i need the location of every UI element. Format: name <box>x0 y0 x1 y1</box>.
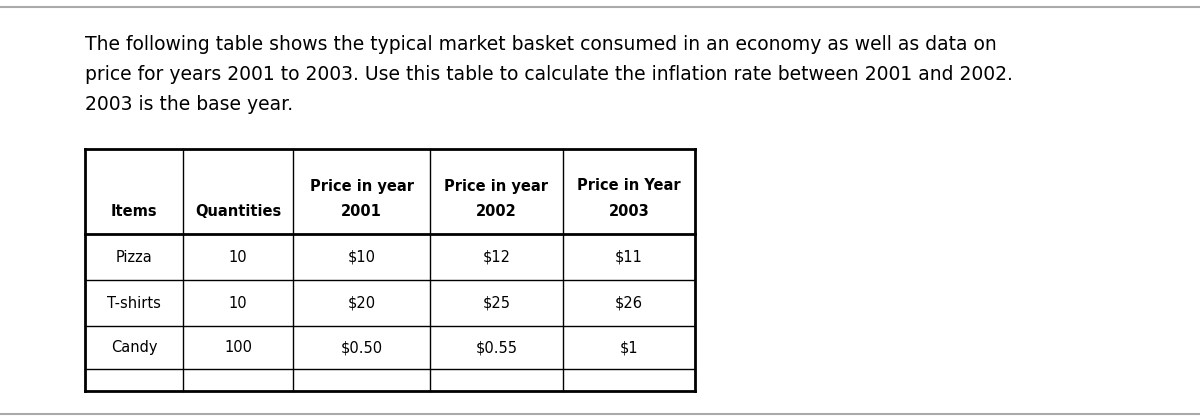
Text: 10: 10 <box>229 295 247 310</box>
Text: $26: $26 <box>616 295 643 310</box>
Text: T-shirts: T-shirts <box>107 295 161 310</box>
Text: Quantities: Quantities <box>194 204 281 220</box>
Text: 2003 is the base year.: 2003 is the base year. <box>85 95 293 114</box>
Text: 2003: 2003 <box>608 204 649 220</box>
Text: The following table shows the typical market basket consumed in an economy as we: The following table shows the typical ma… <box>85 35 997 54</box>
Text: Pizza: Pizza <box>115 249 152 264</box>
Text: 100: 100 <box>224 340 252 355</box>
Text: $25: $25 <box>482 295 510 310</box>
Text: Price in Year: Price in Year <box>577 178 680 194</box>
Text: Price in year: Price in year <box>310 178 414 194</box>
Text: $1: $1 <box>619 340 638 355</box>
Text: 2002: 2002 <box>476 204 517 220</box>
Text: 2001: 2001 <box>341 204 382 220</box>
Text: $0.55: $0.55 <box>475 340 517 355</box>
Text: $11: $11 <box>616 249 643 264</box>
Text: $20: $20 <box>348 295 376 310</box>
Text: $10: $10 <box>348 249 376 264</box>
Text: $12: $12 <box>482 249 510 264</box>
Text: 10: 10 <box>229 249 247 264</box>
Text: Items: Items <box>110 204 157 220</box>
Text: Price in year: Price in year <box>444 178 548 194</box>
Text: Candy: Candy <box>110 340 157 355</box>
Text: $0.50: $0.50 <box>341 340 383 355</box>
Text: price for years 2001 to 2003. Use this table to calculate the inflation rate bet: price for years 2001 to 2003. Use this t… <box>85 65 1013 84</box>
